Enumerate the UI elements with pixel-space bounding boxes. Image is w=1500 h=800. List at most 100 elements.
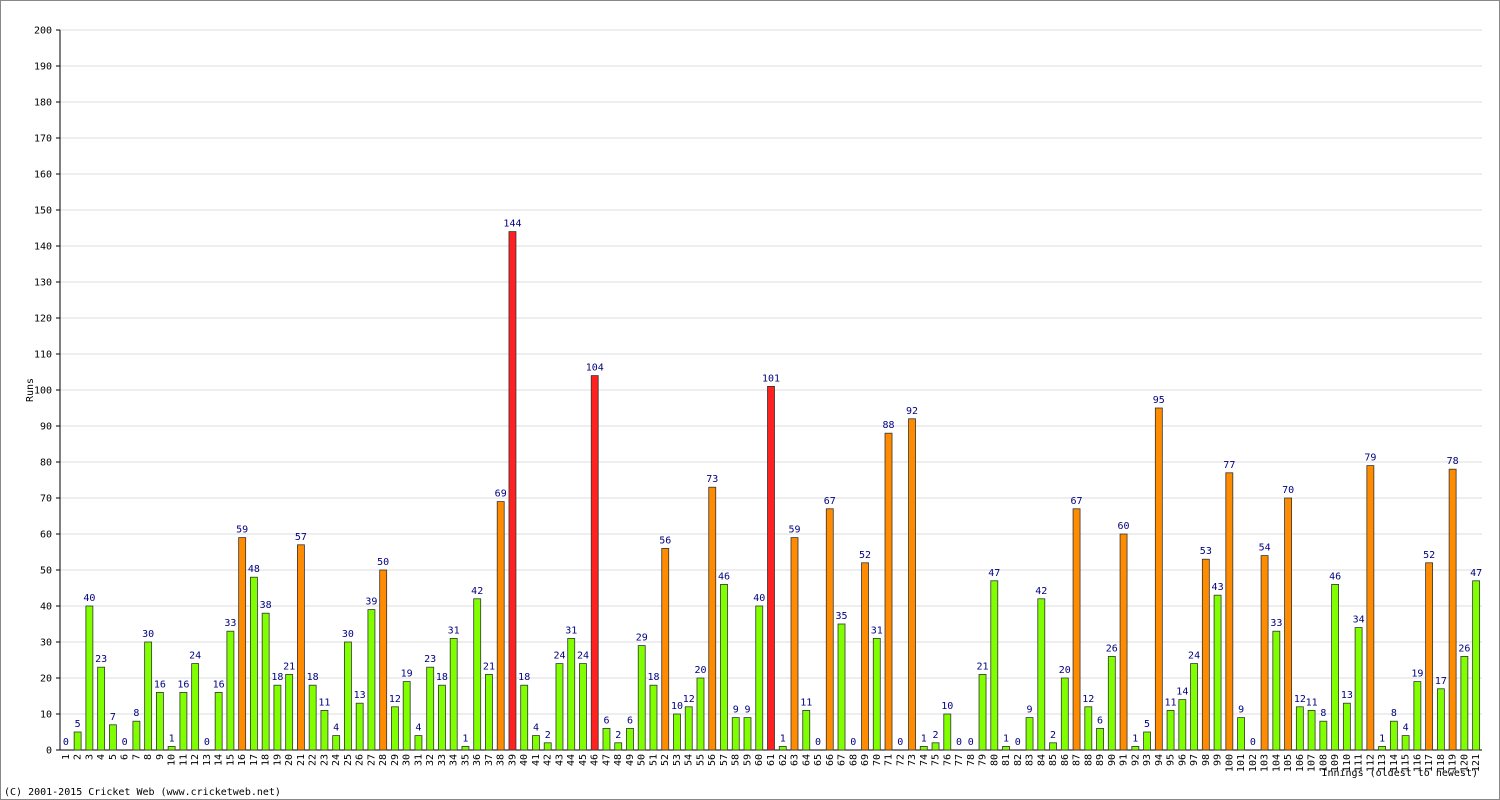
x-tick-label: 10 xyxy=(167,754,178,766)
bar xyxy=(720,584,728,751)
y-tick-label: 180 xyxy=(34,98,52,109)
bar xyxy=(931,742,940,751)
bar xyxy=(708,486,717,751)
bar xyxy=(332,735,341,751)
bar xyxy=(673,713,681,751)
value-label: 17 xyxy=(1435,676,1447,687)
bar xyxy=(684,706,693,751)
x-tick-label: 53 xyxy=(672,754,683,766)
value-label: 50 xyxy=(377,557,389,568)
x-tick-label: 43 xyxy=(554,754,565,766)
x-tick-label: 113 xyxy=(1377,754,1388,772)
value-label: 2 xyxy=(615,730,621,741)
value-label: 1 xyxy=(780,733,786,744)
bar xyxy=(438,684,446,751)
bar xyxy=(590,375,599,751)
value-label: 0 xyxy=(122,737,128,748)
bar xyxy=(825,508,834,751)
value-label: 10 xyxy=(671,701,683,712)
bar xyxy=(473,598,482,751)
bar xyxy=(144,641,153,751)
x-tick-label: 16 xyxy=(237,754,248,766)
value-label: 9 xyxy=(744,705,750,716)
x-tick-label: 51 xyxy=(648,754,659,766)
x-tick-label: 23 xyxy=(319,754,330,766)
value-label: 9 xyxy=(1027,705,1033,716)
value-label: 21 xyxy=(977,661,989,672)
value-label: 30 xyxy=(142,629,154,640)
bar xyxy=(614,742,623,751)
x-tick-label: 58 xyxy=(731,754,742,766)
bar xyxy=(861,562,869,751)
x-tick-label: 3 xyxy=(84,754,95,760)
bar xyxy=(1025,717,1034,751)
x-tick-label: 84 xyxy=(1036,754,1047,766)
bar xyxy=(626,728,634,751)
value-label: 95 xyxy=(1153,395,1165,406)
x-tick-label: 105 xyxy=(1283,754,1294,772)
value-label: 18 xyxy=(518,672,530,683)
x-tick-label: 64 xyxy=(801,754,812,766)
x-tick-label: 44 xyxy=(566,754,577,766)
value-label: 1 xyxy=(169,733,175,744)
x-tick-label: 72 xyxy=(895,754,906,766)
value-label: 12 xyxy=(1082,694,1094,705)
x-tick-label: 115 xyxy=(1401,754,1412,772)
y-tick-label: 20 xyxy=(40,674,52,685)
value-label: 40 xyxy=(83,593,95,604)
value-label: 24 xyxy=(189,651,201,662)
bar xyxy=(543,742,552,751)
value-label: 12 xyxy=(389,694,401,705)
bar xyxy=(978,674,987,751)
x-tick-label: 80 xyxy=(989,754,1000,766)
bar xyxy=(226,630,235,751)
bar xyxy=(355,702,364,751)
bar xyxy=(731,717,740,751)
x-tick-label: 62 xyxy=(778,754,789,766)
value-label: 92 xyxy=(906,406,918,417)
value-label: 9 xyxy=(733,705,739,716)
value-label: 59 xyxy=(236,525,248,536)
x-tick-label: 82 xyxy=(1013,754,1024,766)
y-tick-label: 170 xyxy=(34,134,52,145)
x-axis-label: Innings (oldest to newest) xyxy=(1321,768,1478,779)
value-label: 5 xyxy=(75,719,81,730)
x-tick-label: 101 xyxy=(1236,754,1247,772)
value-label: 70 xyxy=(1282,485,1294,496)
x-tick-label: 13 xyxy=(202,754,213,766)
value-label: 11 xyxy=(1306,697,1318,708)
bar xyxy=(1460,656,1469,751)
value-label: 52 xyxy=(1423,550,1435,561)
bar xyxy=(308,684,317,751)
bar xyxy=(1201,558,1210,751)
x-tick-label: 91 xyxy=(1119,754,1130,766)
value-label: 67 xyxy=(1071,496,1083,507)
bar xyxy=(97,666,106,751)
value-label: 21 xyxy=(283,661,295,672)
value-label: 34 xyxy=(1353,615,1365,626)
x-tick-label: 67 xyxy=(837,754,848,766)
value-label: 38 xyxy=(260,600,272,611)
x-tick-label: 35 xyxy=(460,754,471,766)
y-tick-label: 160 xyxy=(34,170,52,181)
x-tick-label: 83 xyxy=(1025,754,1036,766)
bar xyxy=(1166,710,1175,751)
value-label: 101 xyxy=(762,373,780,384)
bar xyxy=(1119,533,1128,751)
x-tick-label: 118 xyxy=(1436,754,1447,772)
value-label: 0 xyxy=(63,737,69,748)
x-tick-label: 57 xyxy=(719,754,730,766)
bar xyxy=(1295,706,1304,751)
value-label: 10 xyxy=(941,701,953,712)
value-label: 57 xyxy=(295,532,307,543)
x-tick-label: 92 xyxy=(1130,754,1141,766)
x-tick-label: 106 xyxy=(1295,754,1306,772)
bar xyxy=(872,638,881,751)
value-label: 1 xyxy=(921,733,927,744)
value-label: 12 xyxy=(683,694,695,705)
x-tick-label: 15 xyxy=(225,754,236,766)
x-tick-label: 21 xyxy=(296,754,307,766)
value-label: 26 xyxy=(1458,643,1470,654)
x-tick-label: 9 xyxy=(155,754,166,760)
